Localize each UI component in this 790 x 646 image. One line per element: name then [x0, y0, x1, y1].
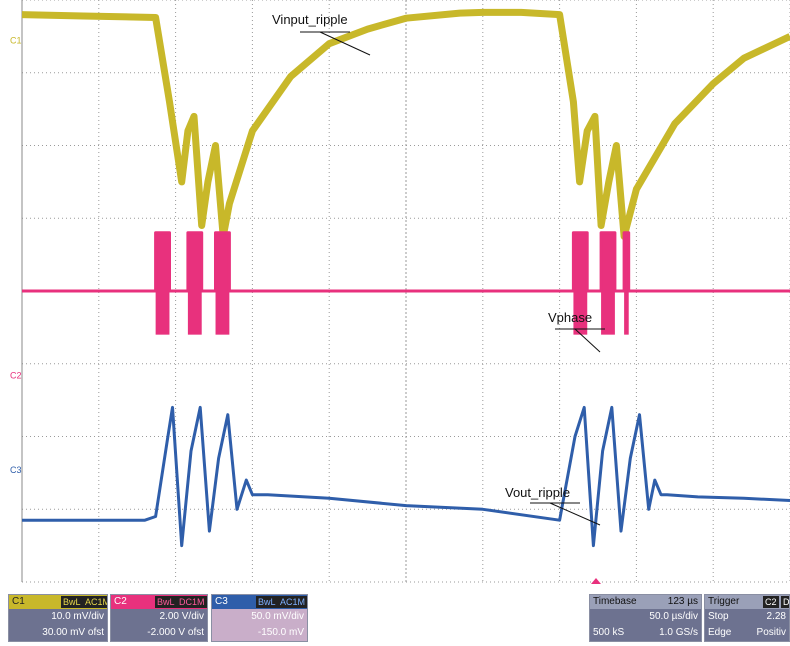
- annotation-0: Vinput_ripple: [272, 12, 348, 27]
- c2-coupling-badge: DC1M: [177, 596, 207, 608]
- timebase-panel[interactable]: Timebase 123 µs 50.0 µs/div 500 kS 1.0 G…: [589, 594, 702, 642]
- c2-switching-burst: [601, 232, 615, 335]
- timebase-rate: 1.0 GS/s: [659, 627, 698, 638]
- c3-coupling-badge: AC1M: [278, 596, 307, 608]
- trigger-level: 2.28: [766, 611, 786, 622]
- c1-offset: 30.00 mV ofst: [42, 627, 104, 638]
- trigger-panel[interactable]: Trigger C2 D Stop 2.28 Edge Positiv: [704, 594, 790, 642]
- trigger-label: Trigger: [708, 596, 740, 607]
- channel-c1-marker: C1: [10, 36, 22, 46]
- channel-c3-panel[interactable]: C3 BwL AC1M 50.0 mV/div -150.0 mV: [211, 594, 308, 642]
- trigger-marker: [591, 578, 601, 584]
- trace-c1: [21, 8, 790, 240]
- channel-c1-name: C1: [12, 596, 25, 607]
- c2-switching-burst: [573, 232, 588, 335]
- c1-scale: 10.0 mV/div: [51, 611, 104, 622]
- trigger-source-badge: C2: [763, 596, 779, 608]
- c2-scale: 2.00 V/div: [159, 611, 204, 622]
- channel-c2-name: C2: [114, 596, 127, 607]
- oscilloscope-chart: C1 C2 C3 Vinput_ripple Vphase Vout_ripple: [10, 0, 790, 584]
- c2-switching-burst: [155, 232, 170, 335]
- timebase-samples: 500 kS: [593, 627, 625, 638]
- trigger-slope: Positiv: [756, 627, 786, 638]
- annotation-1: Vphase: [548, 310, 592, 325]
- channel-c1-panel[interactable]: C1 BwL AC1M 10.0 mV/div 30.00 mV ofst: [8, 594, 108, 642]
- timebase-scale: 50.0 µs/div: [649, 611, 698, 622]
- c2-switching-burst: [187, 232, 202, 335]
- channel-c2-panel[interactable]: C2 BwL DC1M 2.00 V/div -2.000 V ofst: [110, 594, 208, 642]
- c3-scale: 50.0 mV/div: [251, 611, 304, 622]
- trigger-coupling-badge: D: [781, 596, 790, 608]
- chart-traces: [21, 8, 790, 548]
- channel-c2-marker: C2: [10, 370, 22, 380]
- trace-c3: [22, 405, 790, 548]
- c2-bandwidth-badge: BwL: [155, 596, 177, 608]
- channel-labels: C1 C2 C3: [10, 36, 22, 475]
- trigger-row-2: Edge Positiv: [705, 625, 789, 641]
- timebase-label: Timebase: [593, 596, 637, 607]
- c2-switching-burst: [624, 232, 629, 335]
- trigger-mode: Stop: [708, 611, 729, 622]
- c2-offset: -2.000 V ofst: [147, 627, 204, 638]
- channel-c3-name: C3: [215, 596, 228, 607]
- annotation-leader: [574, 328, 601, 353]
- annotation-2: Vout_ripple: [505, 485, 570, 500]
- c3-offset: -150.0 mV: [257, 627, 304, 638]
- c2-switching-burst: [215, 232, 230, 335]
- annotation-leader: [319, 31, 371, 56]
- chart-annotations: Vinput_ripple Vphase Vout_ripple: [272, 12, 605, 526]
- c1-bandwidth-badge: BwL: [61, 596, 83, 608]
- channel-c3-marker: C3: [10, 465, 22, 475]
- c3-bandwidth-badge: BwL: [256, 596, 278, 608]
- trigger-row-1: Stop 2.28: [705, 609, 789, 625]
- annotation-leader: [549, 502, 601, 526]
- c1-coupling-badge: AC1M: [83, 596, 107, 608]
- trigger-type: Edge: [708, 627, 732, 638]
- trace-c2: [22, 231, 790, 293]
- timebase-sample-row: 500 kS 1.0 GS/s: [590, 625, 701, 641]
- timebase-delay: 123 µs: [667, 596, 698, 607]
